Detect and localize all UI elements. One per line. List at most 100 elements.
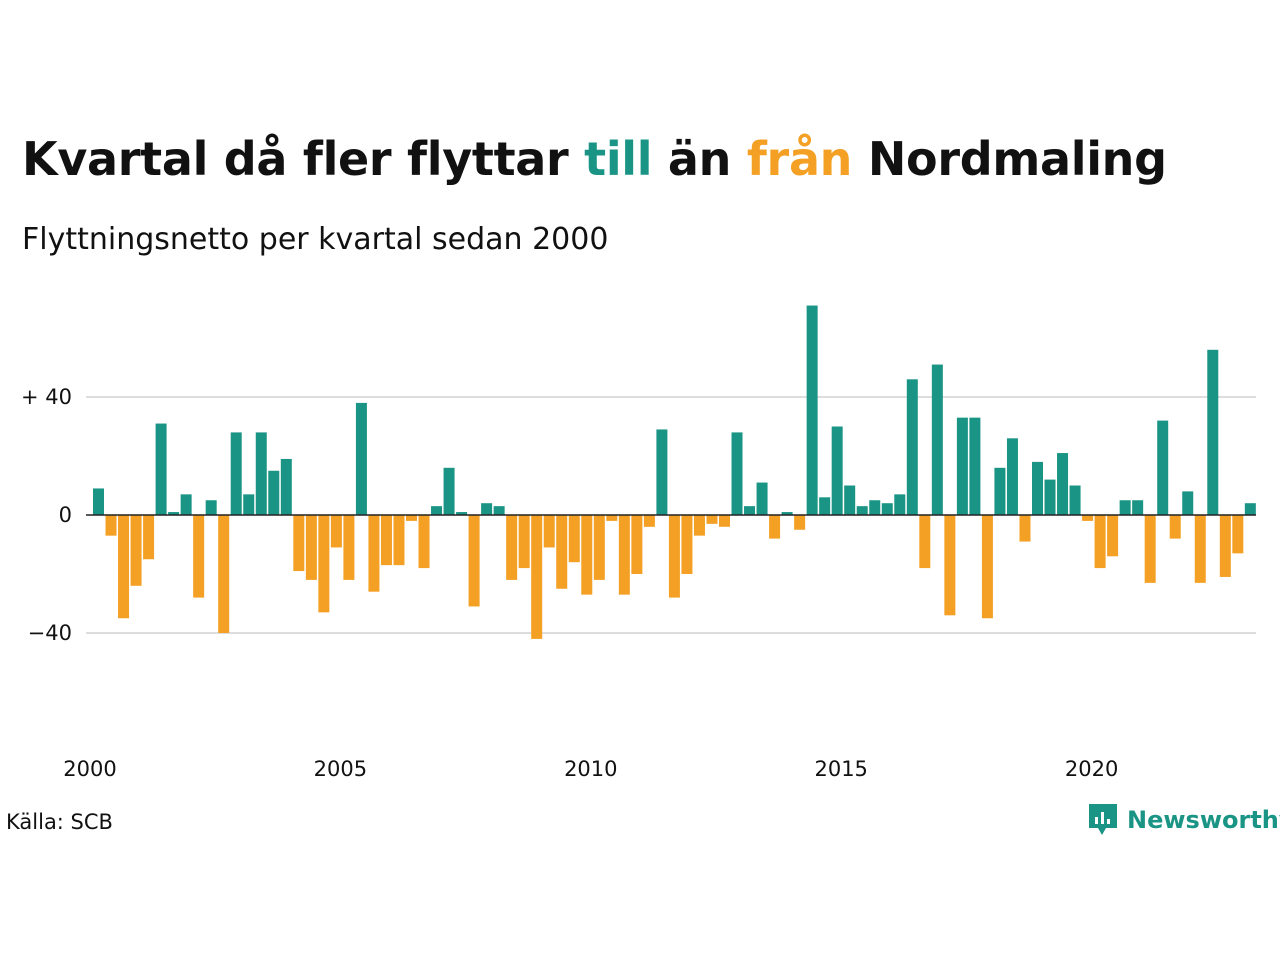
bar <box>93 488 104 515</box>
bar <box>1182 491 1194 515</box>
bar <box>1069 485 1081 515</box>
bar <box>981 515 993 619</box>
bar <box>631 515 643 574</box>
bar <box>894 494 906 515</box>
y-tick-label: −40 <box>28 621 72 645</box>
brand-name: Newsworthy <box>1127 806 1280 834</box>
axes: + 40 0 −40 2000 2005 2010 2015 2020 <box>21 385 1256 781</box>
bar <box>330 515 342 548</box>
bar <box>155 423 167 515</box>
bar <box>781 512 793 515</box>
bar <box>994 467 1006 515</box>
bar <box>456 512 468 515</box>
bar <box>643 515 655 527</box>
bar <box>593 515 605 580</box>
bar <box>656 429 668 515</box>
x-tick-label: 2005 <box>314 757 367 781</box>
bar <box>568 515 580 563</box>
bar <box>1219 515 1231 577</box>
bar <box>618 515 630 595</box>
bar <box>869 500 881 515</box>
bar <box>506 515 518 580</box>
bar <box>1044 479 1056 515</box>
x-tick-label: 2020 <box>1065 757 1118 781</box>
bar <box>856 506 868 515</box>
bar-chart: + 40 0 −40 2000 2005 2010 2015 2020 <box>21 305 1256 781</box>
chart-title: Kvartal då fler flyttar till än från Nor… <box>22 132 1167 186</box>
bar <box>406 515 417 521</box>
bar <box>731 432 743 515</box>
bar <box>268 470 280 515</box>
bar <box>1119 500 1131 515</box>
title-negative-word: från <box>746 132 853 186</box>
bar <box>744 506 756 515</box>
bar <box>1169 515 1181 539</box>
bar <box>280 458 292 515</box>
bar <box>1094 515 1106 569</box>
bar <box>355 402 367 515</box>
bars <box>93 305 1256 639</box>
bar <box>393 515 405 566</box>
grid-lines <box>86 396 1256 634</box>
bar <box>218 515 230 633</box>
bar <box>1157 420 1169 515</box>
bar <box>293 515 305 572</box>
bar <box>143 515 155 560</box>
bar <box>881 503 893 515</box>
bar <box>581 515 593 595</box>
bar <box>318 515 330 613</box>
bar <box>769 515 781 539</box>
bar <box>543 515 555 548</box>
bar <box>1082 515 1094 521</box>
bar <box>518 515 530 569</box>
bar <box>368 515 380 592</box>
bar <box>794 515 806 530</box>
bar <box>105 515 117 536</box>
bar <box>243 494 255 515</box>
bar <box>844 485 856 515</box>
bar <box>956 417 968 515</box>
bar <box>906 379 918 515</box>
bar <box>668 515 680 598</box>
bar <box>493 506 505 515</box>
bar <box>431 506 443 515</box>
bar <box>255 432 267 515</box>
bar <box>919 515 931 569</box>
bar <box>1144 515 1156 583</box>
x-tick-label: 2010 <box>564 757 617 781</box>
bar <box>831 426 843 515</box>
bar <box>931 364 943 515</box>
bar <box>380 515 392 566</box>
bar <box>806 305 818 515</box>
source-note: Källa: SCB <box>6 810 113 834</box>
bar <box>706 515 718 524</box>
bar <box>193 515 205 598</box>
bar <box>944 515 956 616</box>
x-tick-label: 2000 <box>63 757 116 781</box>
x-tick-label: 2015 <box>814 757 867 781</box>
bar <box>118 515 130 619</box>
bar <box>1232 515 1244 554</box>
bar <box>418 515 430 569</box>
bar <box>819 497 831 515</box>
bar <box>1006 438 1018 515</box>
bar <box>531 515 543 639</box>
bar <box>481 503 493 515</box>
bar <box>1194 515 1206 583</box>
bar <box>693 515 705 536</box>
title-positive-word: till <box>584 132 653 186</box>
bar <box>130 515 142 586</box>
title-part-2: än <box>652 132 747 186</box>
bar <box>1132 500 1144 515</box>
y-tick-label: + 40 <box>21 385 72 409</box>
bar <box>1032 461 1043 515</box>
chart-subtitle: Flyttningsnetto per kvartal sedan 2000 <box>22 222 609 257</box>
bar <box>719 515 730 527</box>
bar <box>443 467 455 515</box>
bar <box>1019 515 1031 542</box>
title-part-3: Nordmaling <box>852 132 1167 186</box>
bar <box>1057 453 1069 515</box>
bar <box>305 515 317 580</box>
bar <box>180 494 192 515</box>
bar <box>343 515 355 580</box>
